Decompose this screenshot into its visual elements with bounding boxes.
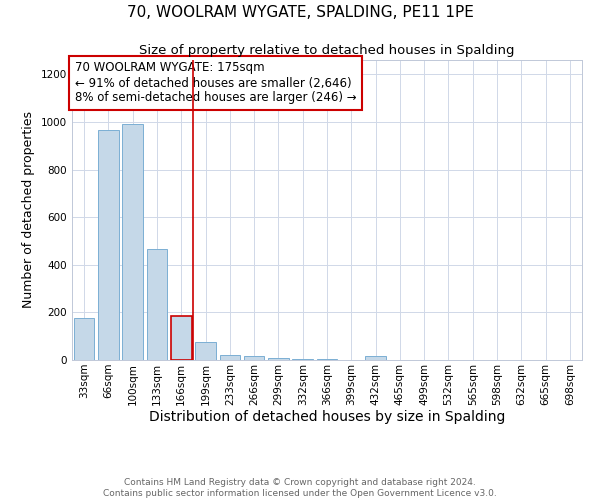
- Bar: [98, 130, 119, 360]
- Bar: [171, 316, 191, 360]
- Bar: [122, 124, 143, 360]
- Bar: [268, 358, 289, 360]
- Bar: [292, 359, 313, 360]
- Text: 70, WOOLRAM WYGATE, SPALDING, PE11 1PE: 70, WOOLRAM WYGATE, SPALDING, PE11 1PE: [127, 5, 473, 20]
- X-axis label: Distribution of detached houses by size in Spalding: Distribution of detached houses by size …: [149, 410, 505, 424]
- Text: Contains HM Land Registry data © Crown copyright and database right 2024.
Contai: Contains HM Land Registry data © Crown c…: [103, 478, 497, 498]
- Bar: [365, 356, 386, 360]
- Bar: [220, 355, 240, 360]
- Bar: [171, 316, 191, 360]
- Bar: [244, 356, 265, 360]
- Title: Size of property relative to detached houses in Spalding: Size of property relative to detached ho…: [139, 44, 515, 58]
- Text: 70 WOOLRAM WYGATE: 175sqm
← 91% of detached houses are smaller (2,646)
8% of sem: 70 WOOLRAM WYGATE: 175sqm ← 91% of detac…: [74, 62, 356, 104]
- Bar: [195, 342, 216, 360]
- Bar: [146, 250, 167, 360]
- Y-axis label: Number of detached properties: Number of detached properties: [22, 112, 35, 308]
- Bar: [74, 318, 94, 360]
